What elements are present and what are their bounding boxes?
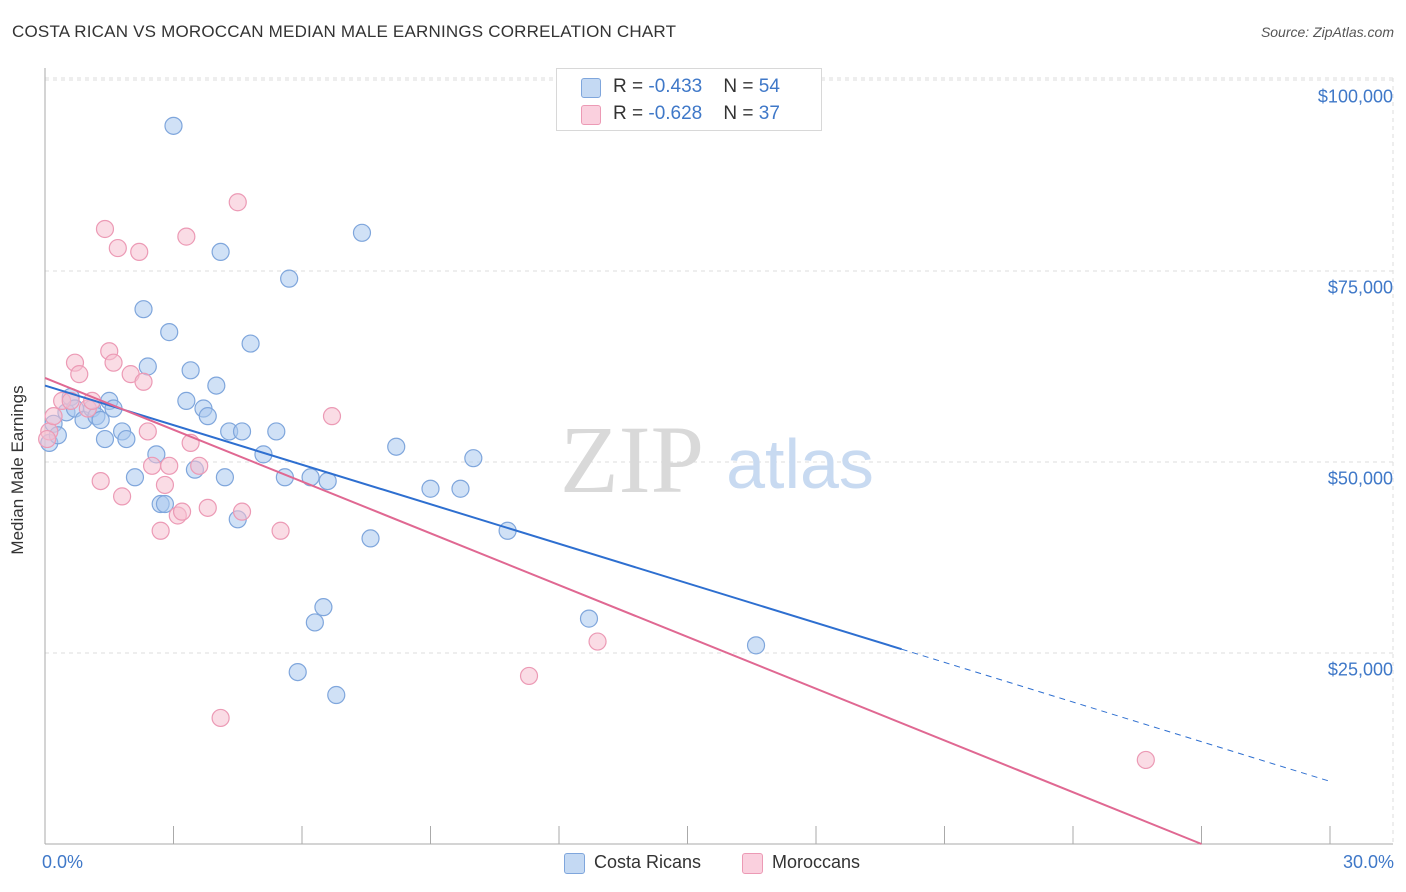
moroccan-point xyxy=(160,456,179,475)
moroccan-point xyxy=(44,407,63,426)
costa-rican-point xyxy=(267,422,286,441)
moroccan-point xyxy=(232,502,252,521)
moroccan-point xyxy=(155,475,175,495)
moroccan-point xyxy=(519,666,539,686)
n-label: N = xyxy=(723,76,759,97)
moroccan-point xyxy=(134,372,153,391)
n-label: N = xyxy=(723,103,759,124)
costa-rican-point xyxy=(327,685,346,705)
y-tick-label-50000: $50,000 xyxy=(1327,468,1393,489)
y-tick-label-100000: $100,000 xyxy=(1317,86,1393,107)
costa-rican-point xyxy=(387,437,406,456)
moroccan-point xyxy=(95,219,115,239)
costa-rican-point xyxy=(117,429,136,449)
costa-rican-point xyxy=(198,407,217,426)
costa-rican-point xyxy=(164,116,183,135)
r-label: R = xyxy=(613,76,649,97)
costa-rican-point xyxy=(215,468,234,487)
r-value-moroccans: -0.628 xyxy=(648,103,703,124)
moroccan-point xyxy=(172,502,192,521)
costa-rican-point xyxy=(314,598,333,617)
n-value-costa-ricans: 54 xyxy=(758,76,780,97)
moroccan-point xyxy=(151,521,170,540)
moroccan-point xyxy=(130,242,149,261)
costa-rican-point xyxy=(254,445,273,464)
r-value-costa-ricans: -0.433 xyxy=(648,76,703,97)
moroccan-point xyxy=(108,238,127,258)
costa-rican-point xyxy=(160,323,179,342)
moroccan-point xyxy=(198,498,217,517)
chart-title: COSTA RICAN VS MOROCCAN MEDIAN MALE EARN… xyxy=(12,22,677,41)
y-tick-label-25000: $25,000 xyxy=(1327,659,1393,680)
costa-rican-point xyxy=(155,494,175,514)
moroccans-points xyxy=(38,193,1155,770)
costa-rican-point xyxy=(177,391,196,410)
costa-ricans-trend-line xyxy=(44,384,902,651)
moroccan-point xyxy=(228,193,247,212)
costa-rican-point xyxy=(451,479,470,498)
costa-ricans-swatch xyxy=(581,78,601,98)
moroccan-point xyxy=(142,456,162,475)
moroccan-point xyxy=(177,227,196,246)
costa-rican-point xyxy=(305,613,324,632)
moroccan-point xyxy=(1136,750,1155,770)
moroccan-point xyxy=(190,456,209,475)
costa-rican-point xyxy=(232,422,252,441)
costa-ricans-trend-extension xyxy=(901,648,1331,782)
x-tick-label-min: 0.0% xyxy=(42,852,84,872)
watermark: ZIP atlas xyxy=(560,406,874,513)
moroccans-legend-swatch xyxy=(742,853,763,874)
grid-lines xyxy=(45,77,1394,844)
costa-rican-point xyxy=(280,269,299,288)
trend-lines xyxy=(44,377,1331,845)
moroccan-point xyxy=(138,422,157,441)
source-label: Source: ZipAtlas.com xyxy=(1260,24,1394,40)
costa-rican-point xyxy=(464,449,483,468)
n-value-moroccans: 37 xyxy=(758,103,780,124)
costa-rican-point xyxy=(211,242,230,261)
costa-rican-point xyxy=(138,357,157,376)
x-tick-label-max: 30.0% xyxy=(1342,852,1394,872)
costa-ricans-legend-swatch xyxy=(564,853,585,874)
costa-rican-point xyxy=(579,609,599,628)
stats-legend: R = -0.433 N = 54 R = -0.628 N = 37 xyxy=(556,68,822,131)
costa-rican-point xyxy=(288,662,307,682)
moroccan-point xyxy=(271,521,290,540)
moroccan-point xyxy=(38,429,57,449)
moroccan-point xyxy=(70,365,89,384)
costa-ricans-points xyxy=(40,116,766,705)
y-tick-label-75000: $75,000 xyxy=(1327,277,1393,298)
costa-rican-point xyxy=(361,529,380,548)
moroccan-point xyxy=(104,353,123,372)
moroccan-point xyxy=(211,708,230,728)
watermark-zip: ZIP xyxy=(560,406,704,513)
costa-rican-point xyxy=(91,410,110,430)
costa-rican-point xyxy=(241,334,260,353)
costa-rican-point xyxy=(746,636,766,655)
moroccans-swatch xyxy=(581,105,601,125)
costa-rican-point xyxy=(125,468,145,487)
costa-rican-point xyxy=(352,223,372,242)
legend-label: Moroccans xyxy=(772,852,861,872)
moroccans-trend-line xyxy=(44,377,1202,845)
costa-rican-point xyxy=(95,429,115,449)
moroccan-point xyxy=(91,472,110,491)
moroccan-point xyxy=(61,391,80,410)
moroccan-point xyxy=(322,407,342,426)
moroccan-point xyxy=(112,487,132,506)
axes xyxy=(44,68,1393,845)
legend-label: Costa Ricans xyxy=(594,852,702,872)
costa-rican-point xyxy=(421,479,440,498)
watermark-atlas: atlas xyxy=(726,425,874,503)
costa-rican-point xyxy=(181,361,200,380)
moroccan-point xyxy=(588,632,607,651)
r-label: R = xyxy=(613,103,649,124)
costa-rican-point xyxy=(207,376,226,395)
costa-rican-point xyxy=(134,300,153,319)
